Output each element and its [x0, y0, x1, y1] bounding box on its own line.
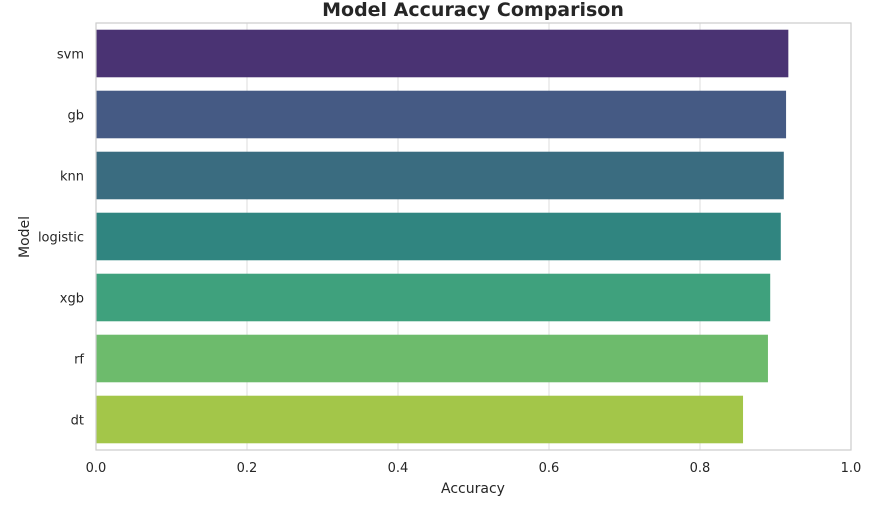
y-tick-label: knn — [60, 170, 84, 185]
x-tick-label: 0.6 — [539, 461, 560, 476]
y-tick-label: logistic — [38, 231, 84, 246]
x-tick-labels: 0.0 0.2 0.4 0.6 0.8 1.0 — [86, 461, 862, 476]
y-tick-label: gb — [67, 109, 84, 124]
y-tick-label: dt — [71, 414, 84, 429]
x-tick-label: 0.2 — [237, 461, 258, 476]
y-tick-label: svm — [57, 48, 84, 63]
y-tick-label: xgb — [60, 292, 84, 307]
x-tick-label: 1.0 — [841, 461, 862, 476]
bar-rf — [96, 334, 768, 383]
x-tick-label: 0.8 — [690, 461, 711, 476]
bar-knn — [96, 151, 784, 200]
bar-svm — [96, 29, 789, 78]
chart-title: Model Accuracy Comparison — [322, 0, 624, 21]
x-tick-label: 0.4 — [388, 461, 409, 476]
y-tick-labels: svm gb knn logistic xgb rf dt — [38, 48, 84, 429]
plot-frame — [95, 22, 852, 451]
bar-gb — [96, 90, 787, 139]
bar-xgb — [96, 273, 771, 322]
bar-logistic — [96, 212, 781, 261]
bar-layer — [96, 29, 789, 444]
x-tick-label: 0.0 — [86, 461, 107, 476]
y-axis-label: Model — [17, 216, 33, 258]
bar-dt — [96, 395, 744, 444]
x-axis-label: Accuracy — [441, 481, 505, 497]
y-tick-label: rf — [74, 353, 84, 368]
